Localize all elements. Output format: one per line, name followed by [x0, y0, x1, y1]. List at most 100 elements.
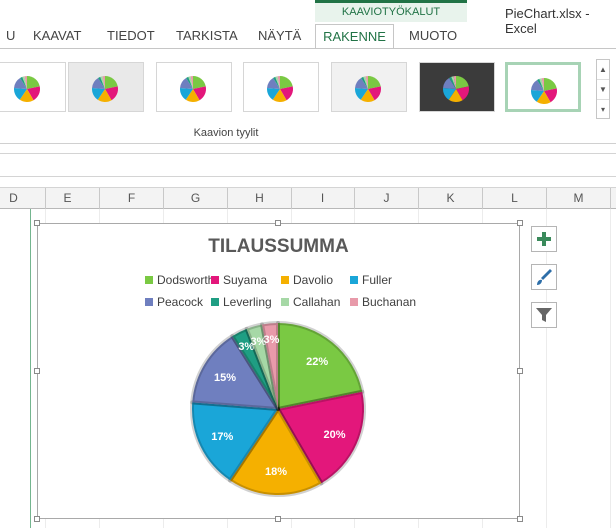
selection-edge	[30, 209, 31, 528]
ribbon-body: ▲ ▼ ▾	[0, 48, 616, 144]
data-label[interactable]: 15%	[214, 372, 236, 384]
thumbnail-slice	[531, 89, 544, 102]
legend-swatch	[211, 276, 219, 284]
thumbnail-slice	[188, 76, 193, 89]
gallery-down-icon[interactable]: ▼	[597, 79, 609, 99]
tab-nayta[interactable]: NÄYTÄ	[258, 28, 302, 43]
column-header-g[interactable]: G	[164, 188, 228, 209]
pie-slice-suyama[interactable]	[276, 389, 366, 486]
chart-elements-button[interactable]	[531, 226, 557, 252]
thumbnail-slice	[20, 76, 27, 89]
thumbnail-slice	[27, 86, 40, 101]
tab-muoto[interactable]: MUOTO	[409, 28, 458, 43]
pie-slice-buchanan[interactable]	[260, 321, 280, 411]
chart-style-preview	[443, 76, 469, 102]
chart-style-thumbnail[interactable]	[419, 62, 495, 112]
gallery-scroll[interactable]: ▲ ▼ ▾	[596, 59, 610, 119]
column-header-h[interactable]: H	[228, 188, 292, 209]
thumbnail-slice	[361, 76, 368, 89]
resize-handle[interactable]	[34, 516, 40, 522]
thumbnail-slice	[537, 78, 544, 91]
chart-style-thumbnail[interactable]	[68, 62, 144, 112]
legend-entry[interactable]: Fuller	[350, 273, 392, 287]
column-header-d[interactable]: D	[0, 188, 46, 209]
context-group-label: KAAVIOTYÖKALUT	[341, 6, 441, 18]
thumbnail-slice	[541, 78, 544, 91]
pie-slice-davolio[interactable]	[228, 407, 324, 497]
chart-filters-button[interactable]	[531, 302, 557, 328]
thumbnail-slice	[19, 89, 34, 102]
chart-style-thumbnail[interactable]	[0, 62, 66, 112]
column-header-k[interactable]: K	[419, 188, 483, 209]
data-label[interactable]: 20%	[324, 429, 346, 441]
chart-style-thumbnail[interactable]	[505, 62, 581, 112]
chart-style-thumbnail[interactable]	[331, 62, 407, 112]
thumbnail-slice	[451, 76, 456, 89]
thumbnail-slice	[456, 86, 469, 101]
pie-slice-callahan[interactable]	[244, 322, 280, 411]
resize-handle[interactable]	[34, 220, 40, 226]
legend-entry[interactable]: Suyama	[211, 273, 267, 287]
column-header-i[interactable]: I	[291, 188, 355, 209]
column-header-e[interactable]: E	[36, 188, 100, 209]
column-header-j[interactable]: J	[355, 188, 419, 209]
legend-entry[interactable]: Callahan	[281, 295, 340, 309]
thumbnail-slice	[92, 77, 105, 89]
legend-entry[interactable]: Dodsworth	[145, 273, 214, 287]
pie-slice-leverling[interactable]	[230, 326, 280, 411]
data-label[interactable]: 17%	[211, 431, 233, 443]
data-label[interactable]: 18%	[265, 466, 287, 478]
column-gridline	[610, 209, 611, 528]
pie-slice-dodsworth[interactable]	[276, 321, 365, 411]
pie-slice-peacock[interactable]	[190, 334, 280, 411]
pie-slice-fuller[interactable]	[190, 400, 280, 483]
data-label[interactable]: 3%	[251, 336, 267, 348]
chart-style-thumbnail[interactable]	[156, 62, 232, 112]
data-label[interactable]: 3%	[263, 334, 279, 346]
thumbnail-slice	[355, 77, 368, 89]
chart-style-preview	[180, 76, 206, 102]
data-label[interactable]: 22%	[306, 356, 328, 368]
chart-title[interactable]: TILAUSSUMMA	[208, 236, 349, 257]
thumbnail-slice	[368, 76, 381, 89]
chart-style-preview	[355, 76, 381, 102]
resize-handle[interactable]	[517, 516, 523, 522]
funnel-icon	[536, 308, 552, 322]
legend-entry[interactable]: Peacock	[145, 295, 203, 309]
column-header-l[interactable]: L	[483, 188, 547, 209]
tab-tarkista[interactable]: TARKISTA	[176, 28, 238, 43]
tab-tiedot[interactable]: TIEDOT	[107, 28, 155, 43]
thumbnail-slice	[443, 87, 456, 100]
thumbnail-slice	[453, 76, 456, 89]
column-header-f[interactable]: F	[100, 188, 164, 209]
legend-entry[interactable]: Davolio	[281, 273, 333, 287]
thumbnail-slice	[100, 76, 105, 89]
plus-icon	[537, 232, 551, 246]
resize-handle[interactable]	[275, 516, 281, 522]
chart-styles-label: Kaavion tyylit	[193, 127, 259, 139]
resize-handle[interactable]	[34, 368, 40, 374]
thumbnail-slice	[92, 87, 105, 100]
chart-styles-button[interactable]	[531, 264, 557, 290]
thumbnail-slice	[544, 88, 557, 103]
gallery-up-icon[interactable]: ▲	[599, 65, 607, 74]
gallery-more-icon[interactable]: ▾	[597, 99, 609, 119]
thumbnail-slice	[24, 76, 27, 89]
column-header-m[interactable]: M	[547, 188, 611, 209]
thumbnail-slice	[185, 89, 200, 102]
data-label[interactable]: 3%	[238, 341, 254, 353]
legend-entry[interactable]: Leverling	[211, 295, 272, 309]
thumbnail-slice	[186, 76, 193, 89]
chart-style-thumbnail[interactable]	[243, 62, 319, 112]
thumbnail-slice	[193, 76, 206, 89]
thumbnail-slice	[193, 86, 206, 101]
legend-entry[interactable]: Buchanan	[350, 295, 416, 309]
resize-handle[interactable]	[517, 220, 523, 226]
tab-partial[interactable]: U	[6, 28, 16, 43]
resize-handle[interactable]	[275, 220, 281, 226]
tab-kaavat[interactable]: KAAVAT	[33, 28, 82, 43]
thumbnail-slice	[536, 91, 551, 104]
tab-rakenne[interactable]: RAKENNE	[315, 24, 394, 49]
resize-handle[interactable]	[517, 368, 523, 374]
